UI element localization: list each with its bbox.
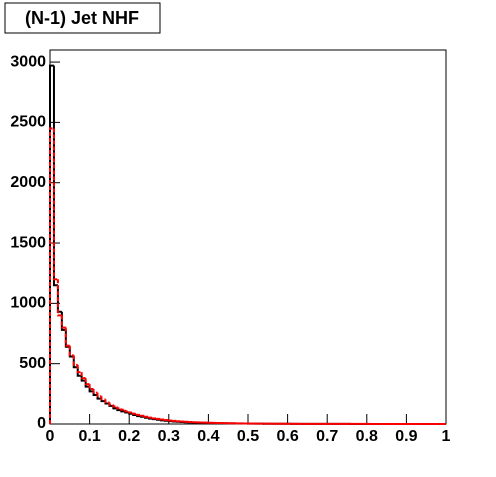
x-tick-label: 0.3 xyxy=(158,428,180,445)
y-tick-label: 2000 xyxy=(10,174,46,191)
x-tick-label: 0.4 xyxy=(197,428,219,445)
y-tick-label: 1000 xyxy=(10,295,46,312)
y-tick-label: 500 xyxy=(19,355,46,372)
x-tick-label: 0.2 xyxy=(118,428,140,445)
x-tick-label: 0.7 xyxy=(316,428,338,445)
histogram-bin xyxy=(161,419,165,420)
x-tick-label: 1 xyxy=(442,428,451,445)
x-tick-label: 0.6 xyxy=(276,428,298,445)
x-tick-label: 0.9 xyxy=(395,428,417,445)
x-tick-label: 0.5 xyxy=(237,428,259,445)
x-tick-label: 0 xyxy=(46,428,55,445)
histogram-bin xyxy=(157,418,161,419)
y-tick-label: 1500 xyxy=(10,234,46,251)
y-tick-label: 2500 xyxy=(10,114,46,131)
x-tick-label: 0.1 xyxy=(78,428,100,445)
x-tick-label: 0.8 xyxy=(356,428,378,445)
y-tick-label: 3000 xyxy=(10,53,46,70)
chart-title: (N-1) Jet NHF xyxy=(25,8,139,28)
